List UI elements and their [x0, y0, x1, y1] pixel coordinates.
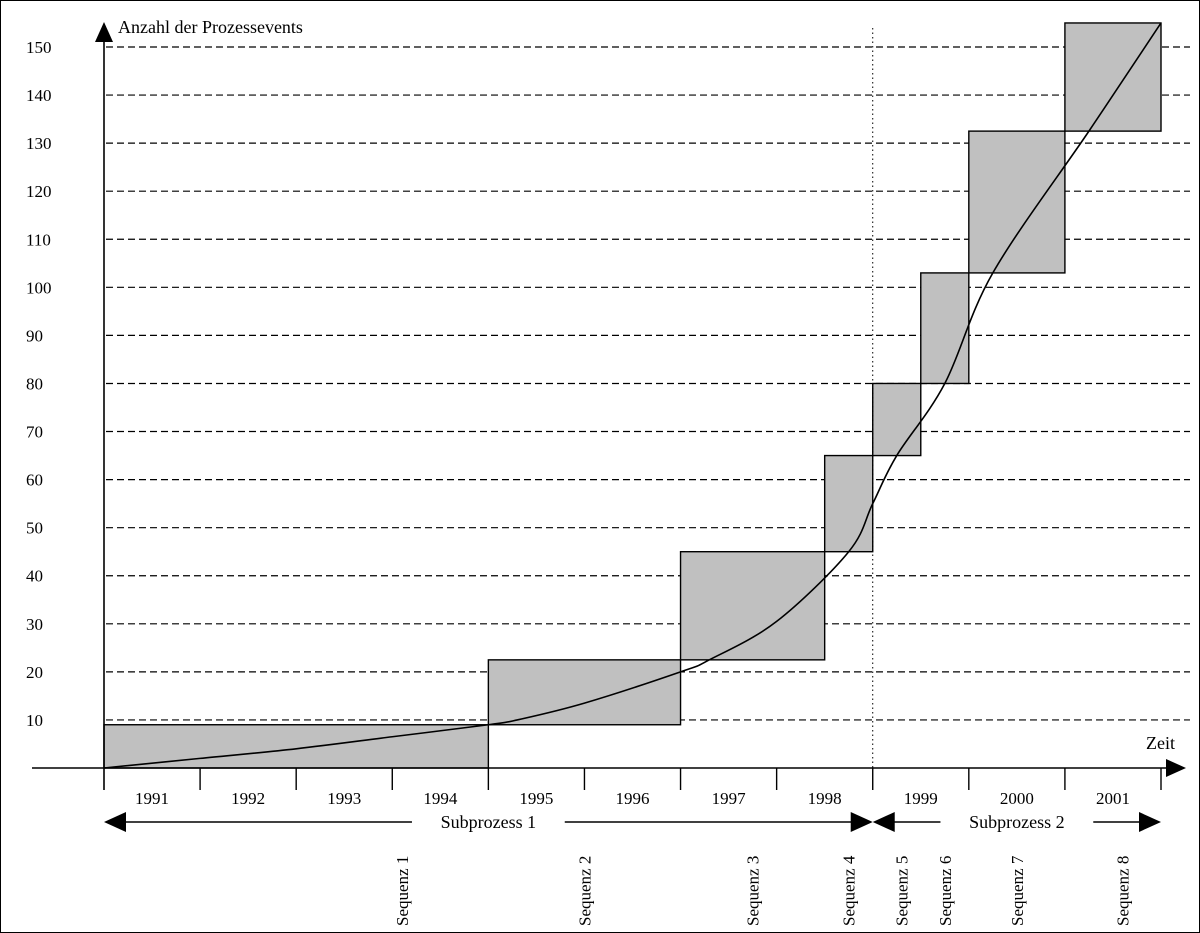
x-axis-arrowhead [1166, 759, 1186, 777]
sequence-label: Sequenz 3 [744, 856, 763, 926]
sequence-label: Sequenz 4 [840, 855, 859, 926]
sequence-labels: Sequenz 1 Sequenz 2 Sequenz 3 Sequenz 4 Sequ… [393, 855, 1133, 926]
sequence-box [487, 659, 682, 726]
y-tick-label: 120 [26, 182, 52, 201]
subprocess-arrowhead-right [850, 812, 873, 832]
year-label: 2001 [1096, 789, 1130, 808]
year-label: 1991 [135, 789, 169, 808]
y-tick-label: 140 [26, 86, 52, 105]
y-tick-label: 10 [26, 711, 43, 730]
sequence-label: Sequenz 5 [893, 856, 912, 926]
y-tick-label: 40 [26, 567, 43, 586]
sequence-box [679, 551, 826, 661]
series-line [103, 22, 1162, 769]
sequence-box [1064, 22, 1162, 132]
y-tick-label: 30 [26, 615, 43, 634]
sequence-box [920, 272, 970, 385]
sequence-boxes [103, 22, 1162, 769]
y-tick-label: 110 [26, 230, 51, 249]
y-tick-label: 130 [26, 134, 52, 153]
year-label: 2000 [1000, 789, 1034, 808]
y-tick-labels: 10 20 30 40 50 60 70 80 90 100 110 120 130 140 150 [26, 38, 52, 730]
sequence-box [872, 382, 922, 457]
year-label: 1998 [808, 789, 842, 808]
y-tick-label: 150 [26, 38, 52, 57]
sequence-label: Sequenz 1 [393, 856, 412, 926]
y-axis-arrowhead [95, 22, 113, 42]
subprocess-label: Subprozess 1 [441, 812, 537, 832]
subprocess-arrowhead-right [1139, 812, 1161, 832]
y-tick-label: 50 [26, 519, 43, 538]
subprocess-arrowhead-left [872, 812, 895, 832]
year-label: 1993 [327, 789, 361, 808]
y-tick-label: 80 [26, 374, 43, 393]
y-tick-label: 100 [26, 278, 52, 297]
subprocess-arrowhead-left [104, 812, 126, 832]
subprocess-label: Subprozess 2 [969, 812, 1065, 832]
y-tick-label: 60 [26, 471, 43, 490]
sequence-label: Sequenz 8 [1114, 856, 1133, 926]
sequence-box [823, 454, 874, 553]
y-axis-title: Anzahl der Prozessevents [118, 17, 303, 37]
sequence-label: Sequenz 2 [575, 856, 594, 926]
subprocess-arrows: Subprozess 1 Subprozess 2 [104, 812, 1161, 832]
year-label: 1995 [519, 789, 553, 808]
year-labels: 1991 1992 1993 1994 1995 1996 1997 1998 1999 2000… [135, 789, 1130, 808]
process-curve [103, 22, 1162, 769]
sequence-box [968, 130, 1066, 274]
x-axis-title: Zeit [1146, 733, 1175, 753]
sequence-label: Sequenz 6 [936, 856, 955, 926]
y-tick-label: 90 [26, 326, 43, 345]
year-label: 1997 [712, 789, 747, 808]
year-label: 1996 [616, 789, 650, 808]
y-tick-label: 70 [26, 423, 43, 442]
year-label: 1994 [423, 789, 458, 808]
sequence-label: Sequenz 7 [1008, 855, 1027, 926]
year-label: 1999 [904, 789, 938, 808]
year-label: 1992 [231, 789, 265, 808]
y-tick-label: 20 [26, 663, 43, 682]
